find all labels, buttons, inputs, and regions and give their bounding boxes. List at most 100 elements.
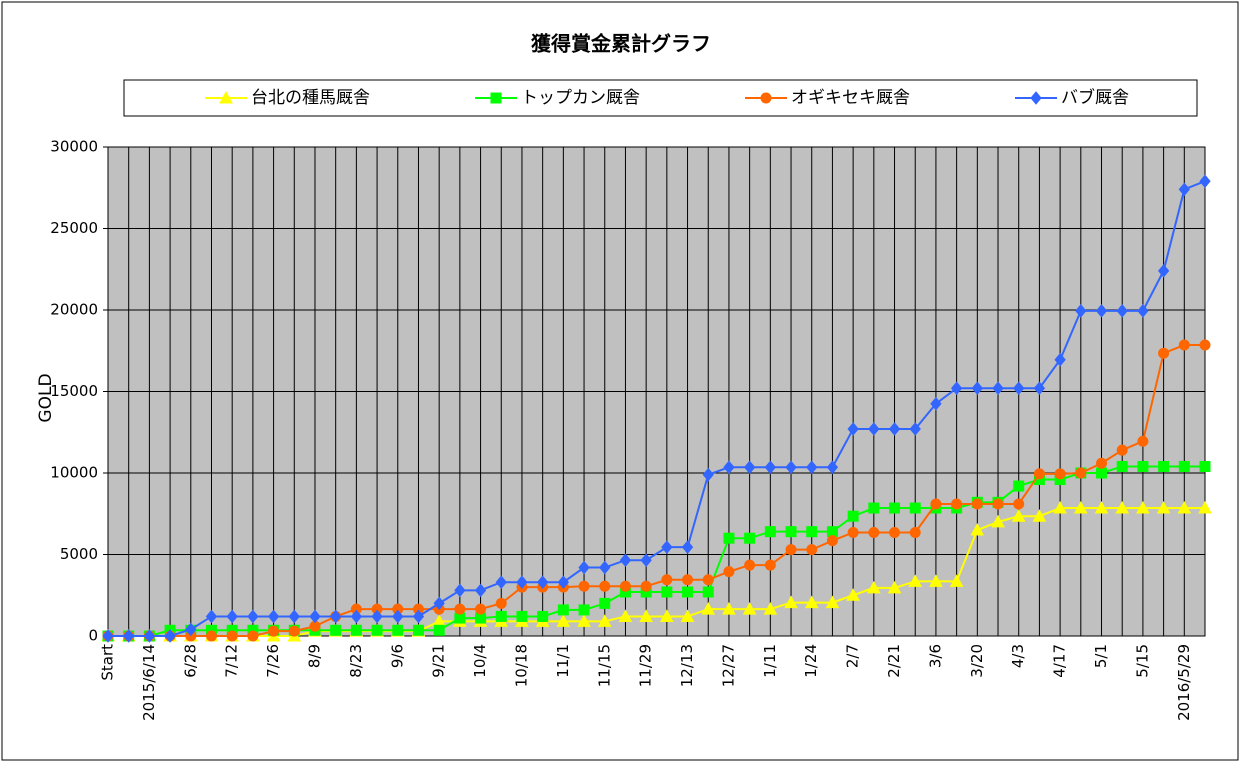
point: [971, 381, 983, 396]
point: [1116, 460, 1128, 472]
point: [1156, 501, 1171, 514]
point: [1075, 304, 1087, 318]
point: [744, 559, 756, 571]
point: [495, 575, 507, 589]
point: [951, 498, 963, 510]
y-tick-label: 10000: [50, 464, 98, 482]
point: [185, 622, 197, 637]
point: [723, 532, 735, 544]
point: [597, 614, 612, 627]
point: [866, 580, 881, 594]
point: [1178, 339, 1190, 351]
point: [992, 381, 1004, 396]
point: [578, 580, 590, 592]
point: [846, 588, 860, 601]
x-tick-label: Start: [99, 644, 117, 681]
point: [309, 609, 321, 624]
point: [888, 422, 901, 436]
point: [1054, 352, 1066, 367]
point: [288, 625, 300, 637]
x-tick-label: 8/23: [347, 644, 365, 678]
point: [1094, 501, 1109, 514]
point: [1030, 91, 1042, 105]
point: [1199, 460, 1211, 472]
point: [804, 595, 819, 609]
point: [764, 559, 776, 571]
point: [640, 580, 652, 592]
x-tick-label: 5/15: [1133, 644, 1151, 678]
point: [682, 586, 694, 598]
point: [599, 597, 611, 609]
point: [806, 460, 818, 475]
x-tick-label: 2015/6/14: [140, 644, 158, 721]
point: [1073, 501, 1088, 514]
point: [825, 595, 840, 609]
point: [1199, 339, 1211, 351]
y-axis-label: GOLD: [36, 373, 56, 422]
x-tick-label: 1/24: [802, 644, 820, 678]
x-tick-label: 11/15: [595, 644, 613, 687]
point: [392, 624, 404, 636]
point: [742, 602, 757, 615]
point: [970, 523, 985, 536]
point: [889, 526, 901, 538]
x-tick-label: 2016/5/29: [1175, 644, 1193, 721]
point: [474, 583, 487, 598]
point: [330, 609, 342, 624]
point: [143, 629, 156, 643]
point: [826, 460, 839, 475]
point: [909, 502, 921, 514]
point: [949, 574, 964, 587]
point: [123, 629, 135, 643]
point: [763, 602, 778, 615]
point: [619, 553, 632, 567]
point: [350, 609, 363, 624]
y-tick-label: 20000: [50, 301, 98, 319]
point: [785, 460, 797, 475]
point: [723, 460, 735, 475]
point: [1032, 509, 1047, 522]
x-tick-label: 2/7: [844, 644, 862, 668]
point: [219, 90, 233, 104]
point: [764, 526, 776, 538]
x-tick-label: 7/12: [223, 644, 241, 678]
point: [268, 625, 280, 637]
point: [847, 526, 859, 538]
point: [1136, 501, 1150, 514]
point: [578, 560, 590, 575]
point: [619, 580, 631, 592]
point: [680, 609, 695, 622]
point: [660, 609, 674, 622]
point: [681, 540, 694, 554]
point: [330, 624, 342, 636]
x-tick-label: 12/13: [678, 644, 696, 687]
y-tick-label: 30000: [50, 138, 98, 156]
point: [1115, 501, 1130, 514]
point: [868, 502, 880, 514]
point: [495, 610, 507, 622]
point: [516, 575, 528, 589]
point: [1053, 501, 1067, 514]
point: [412, 609, 425, 624]
point: [702, 574, 714, 586]
x-tick-label: 9/6: [388, 644, 406, 668]
x-tick-label: 5/1: [1092, 644, 1110, 668]
point: [205, 609, 218, 624]
point: [1095, 304, 1108, 318]
point: [785, 544, 797, 556]
point: [1075, 467, 1087, 479]
point: [454, 603, 466, 615]
point: [1096, 457, 1108, 469]
point: [288, 609, 300, 624]
x-tick-label: 11/29: [637, 644, 655, 687]
y-tick-label: 5000: [60, 545, 98, 563]
x-tick-label: 4/17: [1051, 644, 1069, 678]
point: [412, 624, 424, 636]
point: [682, 574, 694, 586]
x-tick-label: 11/1: [554, 644, 572, 678]
x-tick-label: 3/6: [926, 644, 944, 668]
point: [743, 460, 756, 475]
point: [599, 580, 611, 592]
point: [868, 422, 880, 436]
